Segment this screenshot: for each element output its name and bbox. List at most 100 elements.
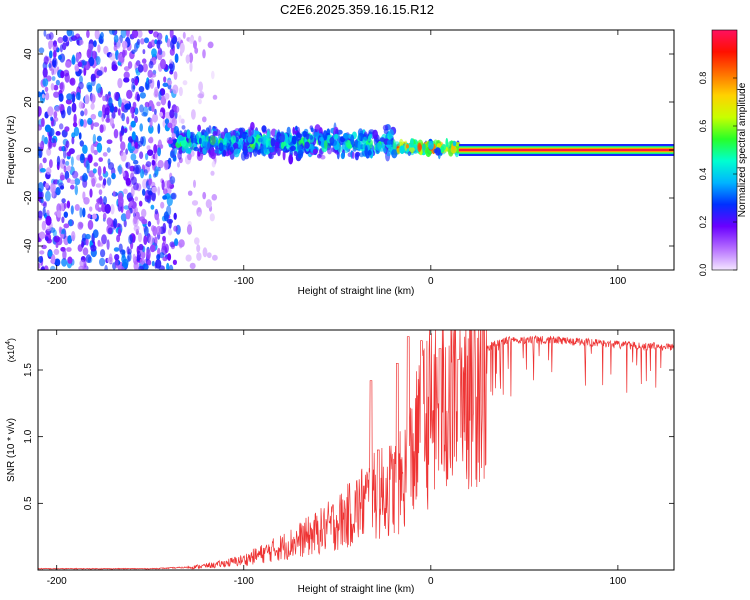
heatmap-cell: [177, 162, 180, 168]
heatmap-cell: [71, 231, 76, 241]
heatmap-cell: [147, 79, 153, 84]
heatmap-cell: [159, 111, 164, 117]
heatmap-cell: [93, 122, 100, 127]
heatmap-cell: [233, 142, 239, 150]
heatmap-cell: [160, 58, 166, 70]
heatmap-cell: [124, 128, 128, 133]
heatmap-cell: [140, 250, 146, 259]
heatmap-cell: [55, 79, 61, 86]
heatmap-cell: [101, 234, 107, 245]
heatmap-cell: [38, 106, 42, 117]
heatmap-cell: [139, 104, 144, 113]
heatmap-cell: [65, 160, 70, 166]
heatmap-cell: [230, 135, 237, 144]
heatmap-cell: [178, 86, 183, 97]
heatmap-cell: [108, 97, 113, 107]
heatmap-cell: [105, 117, 111, 123]
heatmap-cell: [40, 140, 45, 150]
heatmap-cell: [102, 152, 108, 157]
heatmap-cell: [116, 234, 121, 243]
heatmap-cell: [150, 204, 155, 210]
heatmap-cell: [145, 161, 152, 168]
heatmap-cell: [302, 130, 308, 138]
heatmap-cell: [173, 212, 177, 220]
heatmap-cell: [58, 103, 65, 112]
heatmap-cell: [66, 200, 71, 209]
colorbar-tick-label: 0.0: [698, 264, 708, 277]
heatmap-cell: [340, 152, 345, 160]
heatmap-cell: [59, 123, 64, 130]
heatmap-cell: [82, 247, 89, 256]
heatmap-cell: [90, 73, 96, 82]
heatmap-cell: [357, 140, 361, 152]
heatmap-cell: [207, 41, 214, 49]
heatmap-cell: [74, 184, 79, 196]
heatmap-cell: [122, 49, 126, 58]
heatmap-cell: [277, 129, 281, 140]
heatmap-cell: [99, 257, 106, 267]
heatmap-cell: [331, 139, 337, 146]
heatmap-cell: [145, 153, 149, 161]
heatmap-cell: [38, 182, 44, 193]
heatmap-cell: [187, 190, 193, 196]
snr-x-tick-label: 100: [610, 576, 627, 587]
heatmap-cell: [43, 56, 49, 65]
heatmap-cell: [127, 61, 133, 69]
heatmap-cell: [309, 134, 314, 140]
heatmap-cell: [392, 139, 396, 150]
heatmap-cell: [87, 117, 93, 125]
heatmap-cell: [260, 136, 267, 145]
heatmap-cell: [84, 108, 88, 116]
heatmap-cell: [130, 153, 137, 161]
heatmap-cell: [277, 146, 281, 157]
heatmap-cell: [118, 228, 122, 237]
heatmap-cell: [163, 160, 169, 171]
heatmap-tone-band: [458, 149, 674, 151]
svg-text:(x104): (x104): [5, 338, 16, 362]
heatmap-cell: [409, 138, 414, 148]
heatmap-cell: [77, 61, 83, 68]
heatmap-cell: [100, 249, 106, 258]
heatmap-cell: [53, 248, 60, 255]
heatmap-cell: [198, 98, 202, 105]
heatmap-cell: [121, 112, 126, 122]
heatmap-cell: [118, 97, 122, 108]
heatmap-cell: [125, 177, 131, 186]
heatmap-cell: [70, 156, 74, 167]
heatmap-cell: [295, 132, 302, 142]
heatmap-cell: [77, 221, 84, 230]
heatmap-cell: [89, 188, 93, 198]
heatmap-cell: [166, 218, 173, 224]
heatmap-cell: [61, 216, 65, 224]
heatmap-cell: [120, 213, 127, 222]
heatmap-cell: [128, 234, 133, 245]
heatmap-cell: [52, 44, 58, 52]
heatmap-cell: [198, 81, 204, 92]
heatmap-cell: [267, 130, 270, 140]
heatmap-cell: [241, 133, 247, 139]
heatmap-cell: [123, 205, 130, 210]
heatmap-cell: [40, 197, 44, 204]
heatmap-cell: [120, 125, 125, 136]
colorbar-tick-label: 0.4: [698, 168, 708, 181]
heatmap-cell: [64, 144, 68, 152]
heatmap-cell: [55, 131, 61, 136]
heatmap-cell: [261, 125, 267, 133]
heatmap-cell: [131, 112, 135, 119]
heatmap-cell: [97, 44, 101, 53]
heatmap-cell: [71, 56, 76, 65]
heatmap-cell: [133, 182, 139, 191]
heatmap-cell: [81, 174, 85, 182]
heatmap-cell: [58, 54, 62, 61]
heatmap-cell: [182, 31, 186, 39]
heatmap-cell: [157, 186, 161, 196]
heatmap-cell: [404, 140, 408, 152]
heatmap-cell: [58, 182, 64, 189]
heatmap-cell: [44, 182, 50, 189]
heatmap-cell: [106, 239, 110, 250]
heatmap-cell: [212, 254, 218, 261]
heatmap-cell: [38, 256, 43, 263]
snr-y-tick-label: 1.5: [23, 363, 34, 377]
heatmap-cell: [167, 253, 172, 261]
heatmap-cell: [58, 226, 62, 234]
